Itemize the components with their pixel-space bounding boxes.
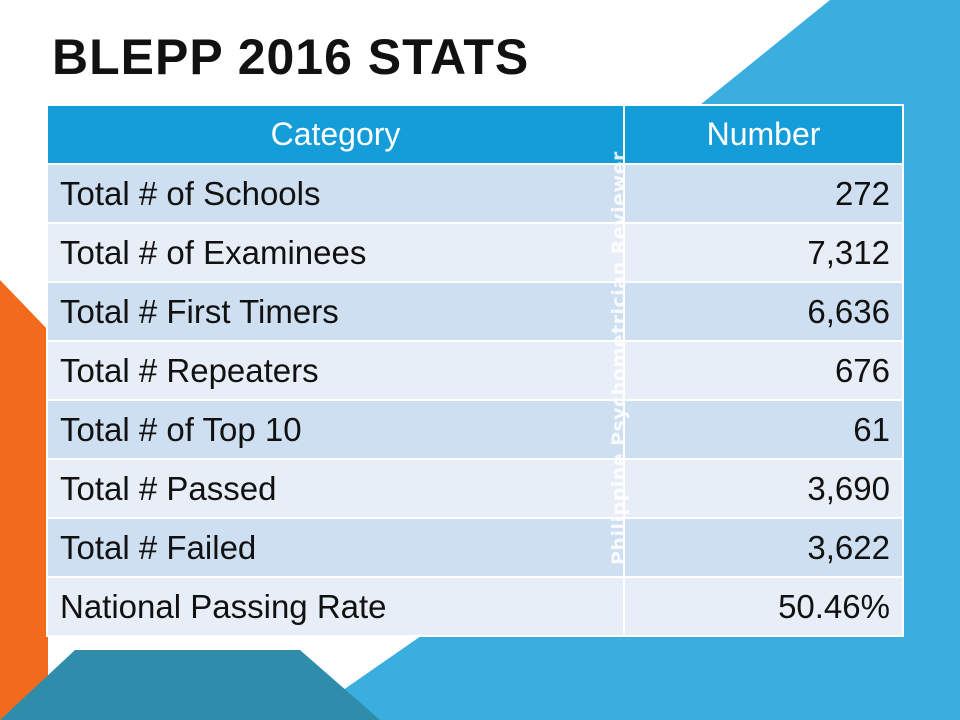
number-cell: 6,636 (623, 281, 904, 342)
number-cell: 50.46% (623, 576, 904, 637)
table-row: Total # of Top 10 61 (46, 399, 904, 460)
table-row: Total # Passed 3,690 (46, 458, 904, 519)
table-row: Total # of Schools 272 (46, 163, 904, 224)
header-row: Category Number (46, 104, 904, 165)
category-cell: Total # of Examinees (46, 222, 625, 283)
number-cell: 676 (623, 340, 904, 401)
table-row: Total # First Timers 6,636 (46, 281, 904, 342)
category-cell: Total # of Top 10 (46, 399, 625, 460)
stats-table: Category Number Total # of Schools 272 Tot… (46, 104, 904, 637)
column-header: Category (46, 104, 625, 165)
category-cell: National Passing Rate (46, 576, 625, 637)
category-cell: Total # First Timers (46, 281, 625, 342)
category-cell: Total # Passed (46, 458, 625, 519)
number-cell: 3,622 (623, 517, 904, 578)
number-cell: 3,690 (623, 458, 904, 519)
number-cell: 61 (623, 399, 904, 460)
category-cell: Total # Failed (46, 517, 625, 578)
slide-title: BLEPP 2016 STATS (52, 29, 530, 85)
orange-shape (0, 280, 48, 720)
number-cell: 272 (623, 163, 904, 224)
table-body: Total # of Schools 272 Total # of Examinee… (46, 163, 904, 637)
watermark: Philippine Psychometrician Reviewer (608, 151, 630, 565)
number-cell: 7,312 (623, 222, 904, 283)
category-cell: Total # of Schools (46, 163, 625, 224)
category-cell: Total # Repeaters (46, 340, 625, 401)
table-row: Total # Failed 3,622 (46, 517, 904, 578)
table-row: Total # Repeaters 676 (46, 340, 904, 401)
table-row: National Passing Rate 50.46% (46, 576, 904, 637)
teal-shape (0, 650, 380, 720)
column-header: Number (623, 104, 904, 165)
table-row: Total # of Examinees 7,312 (46, 222, 904, 283)
